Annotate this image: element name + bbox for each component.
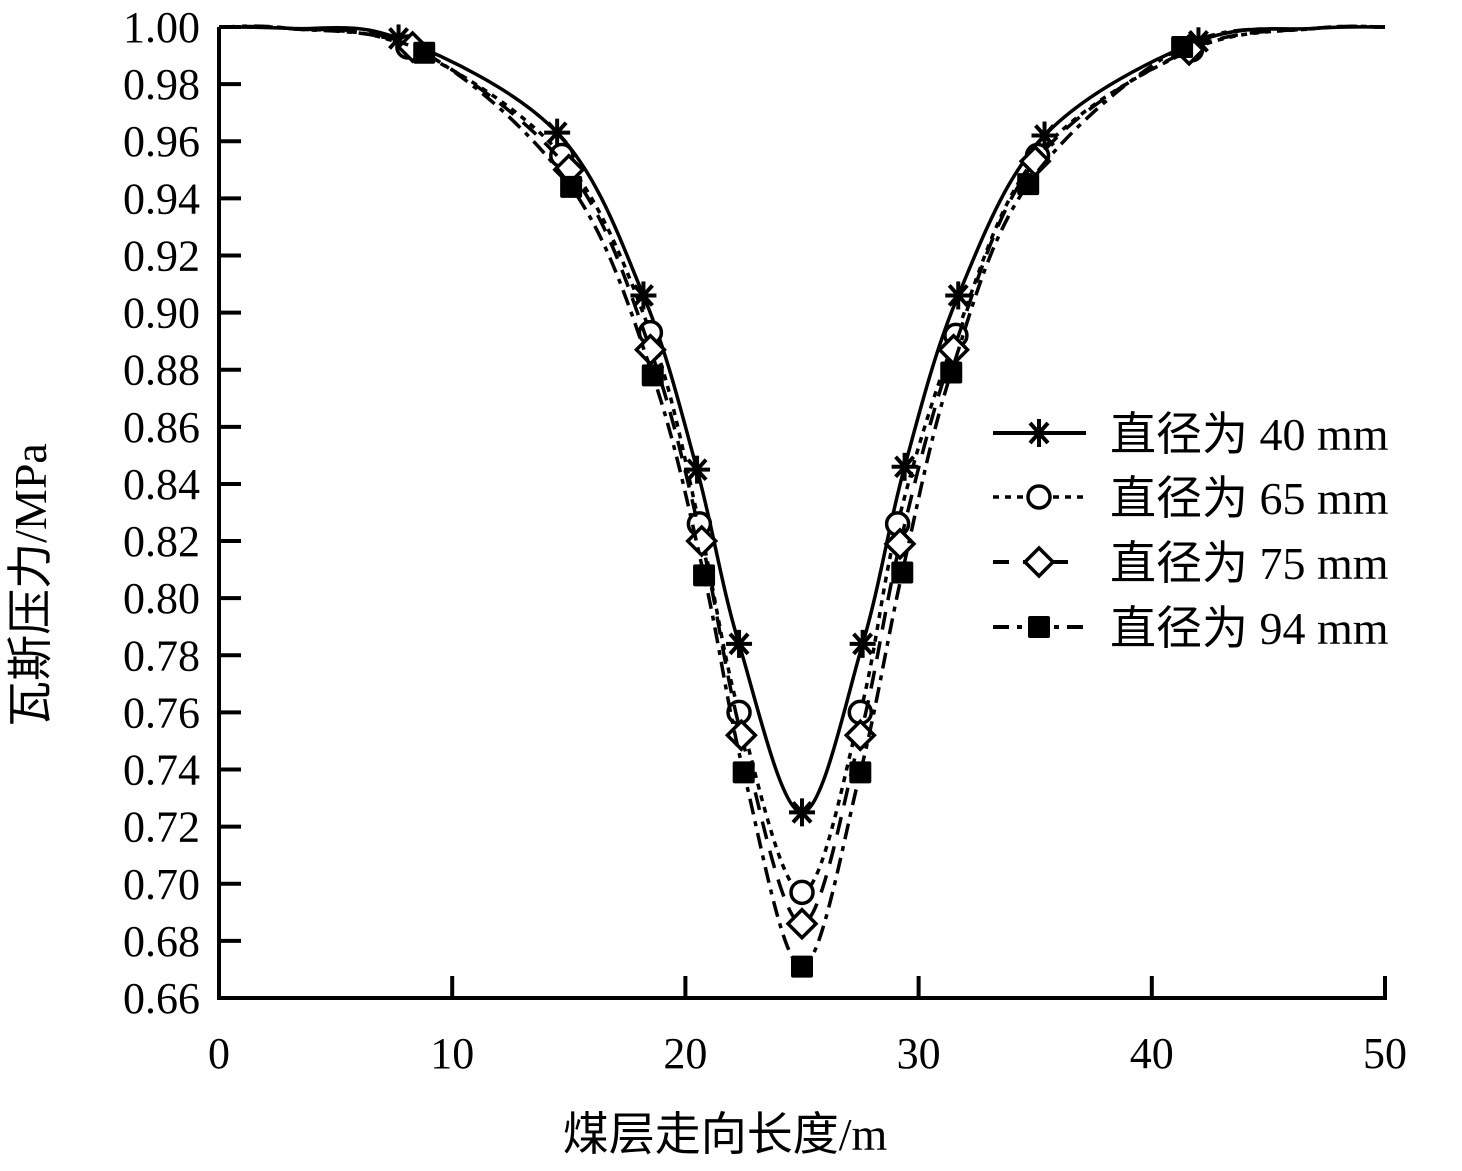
x-tick-label: 10 bbox=[430, 1029, 474, 1078]
circle-icon bbox=[1026, 484, 1052, 510]
x-axis-ticks: 0 10 20 30 40 50 bbox=[208, 976, 1407, 1078]
series-40mm bbox=[218, 22, 1386, 829]
y-axis-ticks: 0.66 0.68 0.70 0.72 0.74 0.76 0.78 0.80 0.82 0.84… bbox=[123, 3, 241, 1023]
asterisk-icon bbox=[787, 796, 817, 829]
legend-item-65mm: 直径为 65 mm bbox=[993, 473, 1389, 524]
y-tick-label: 0.88 bbox=[123, 346, 200, 395]
diamond-icon bbox=[725, 719, 758, 752]
legend-label: 直径为 65 mm bbox=[1110, 473, 1389, 524]
x-tick-label: 0 bbox=[208, 1029, 230, 1078]
y-tick-label: 0.78 bbox=[123, 631, 200, 680]
x-tick-label: 40 bbox=[1130, 1029, 1174, 1078]
plot-axes: 0.66 0.68 0.70 0.72 0.74 0.76 0.78 0.80 0.82 0.84… bbox=[123, 3, 1407, 1078]
y-tick-label: 0.68 bbox=[123, 917, 200, 966]
x-tick-label: 30 bbox=[897, 1029, 941, 1078]
square-icon bbox=[560, 175, 583, 198]
y-tick-label: 0.90 bbox=[123, 289, 200, 338]
series-layer bbox=[218, 22, 1386, 978]
series-94mm bbox=[218, 24, 1386, 978]
y-tick-label: 0.82 bbox=[123, 517, 200, 566]
legend-item-75mm: 直径为 75 mm bbox=[993, 538, 1389, 589]
square-icon bbox=[891, 561, 914, 584]
asterisk-icon bbox=[724, 627, 755, 660]
y-tick-label: 0.84 bbox=[123, 460, 200, 509]
y-tick-label: 0.74 bbox=[123, 746, 200, 795]
y-tick-label: 0.94 bbox=[123, 174, 200, 223]
legend: 直径为 40 mm 直径为 65 mm 直径为 75 mm 直径为 94 mm bbox=[993, 409, 1389, 654]
y-tick-label: 0.80 bbox=[123, 574, 200, 623]
series-line bbox=[218, 24, 1386, 895]
series-line bbox=[218, 24, 1386, 926]
y-tick-label: 0.96 bbox=[123, 117, 200, 166]
legend-label: 直径为 75 mm bbox=[1110, 538, 1389, 589]
square-icon bbox=[1028, 616, 1050, 638]
x-tick-label: 50 bbox=[1363, 1029, 1407, 1078]
x-axis-title: 煤层走向长度/m bbox=[563, 1109, 888, 1160]
square-icon bbox=[791, 955, 813, 978]
y-tick-label: 0.92 bbox=[123, 231, 200, 280]
square-icon bbox=[413, 41, 436, 64]
y-tick-label: 0.76 bbox=[123, 688, 200, 737]
y-tick-label: 0.66 bbox=[123, 974, 200, 1023]
asterisk-icon bbox=[889, 450, 920, 483]
square-icon bbox=[1017, 173, 1040, 196]
y-axis-title: 瓦斯压力/MPa bbox=[5, 443, 56, 727]
y-tick-label: 0.98 bbox=[123, 60, 200, 109]
series-65mm bbox=[218, 24, 1386, 906]
circle-icon bbox=[789, 879, 815, 906]
legend-label: 直径为 40 mm bbox=[1110, 409, 1389, 460]
square-icon bbox=[1171, 35, 1194, 58]
x-tick-label: 20 bbox=[663, 1029, 707, 1078]
y-tick-label: 0.86 bbox=[123, 403, 200, 452]
series-75mm bbox=[218, 24, 1386, 940]
square-icon bbox=[732, 761, 755, 784]
legend-item-40mm: 直径为 40 mm bbox=[993, 409, 1389, 460]
diamond-icon bbox=[1023, 546, 1055, 578]
square-icon bbox=[693, 564, 716, 587]
y-tick-label: 1.00 bbox=[123, 3, 200, 52]
legend-label: 直径为 94 mm bbox=[1110, 603, 1389, 654]
square-icon bbox=[849, 761, 872, 784]
asterisk-icon bbox=[1024, 417, 1054, 449]
square-icon bbox=[940, 361, 963, 384]
square-icon bbox=[641, 364, 664, 387]
legend-item-94mm: 直径为 94 mm bbox=[993, 603, 1389, 654]
y-tick-label: 0.72 bbox=[123, 803, 200, 852]
asterisk-icon bbox=[847, 627, 878, 660]
y-tick-label: 0.70 bbox=[123, 860, 200, 909]
